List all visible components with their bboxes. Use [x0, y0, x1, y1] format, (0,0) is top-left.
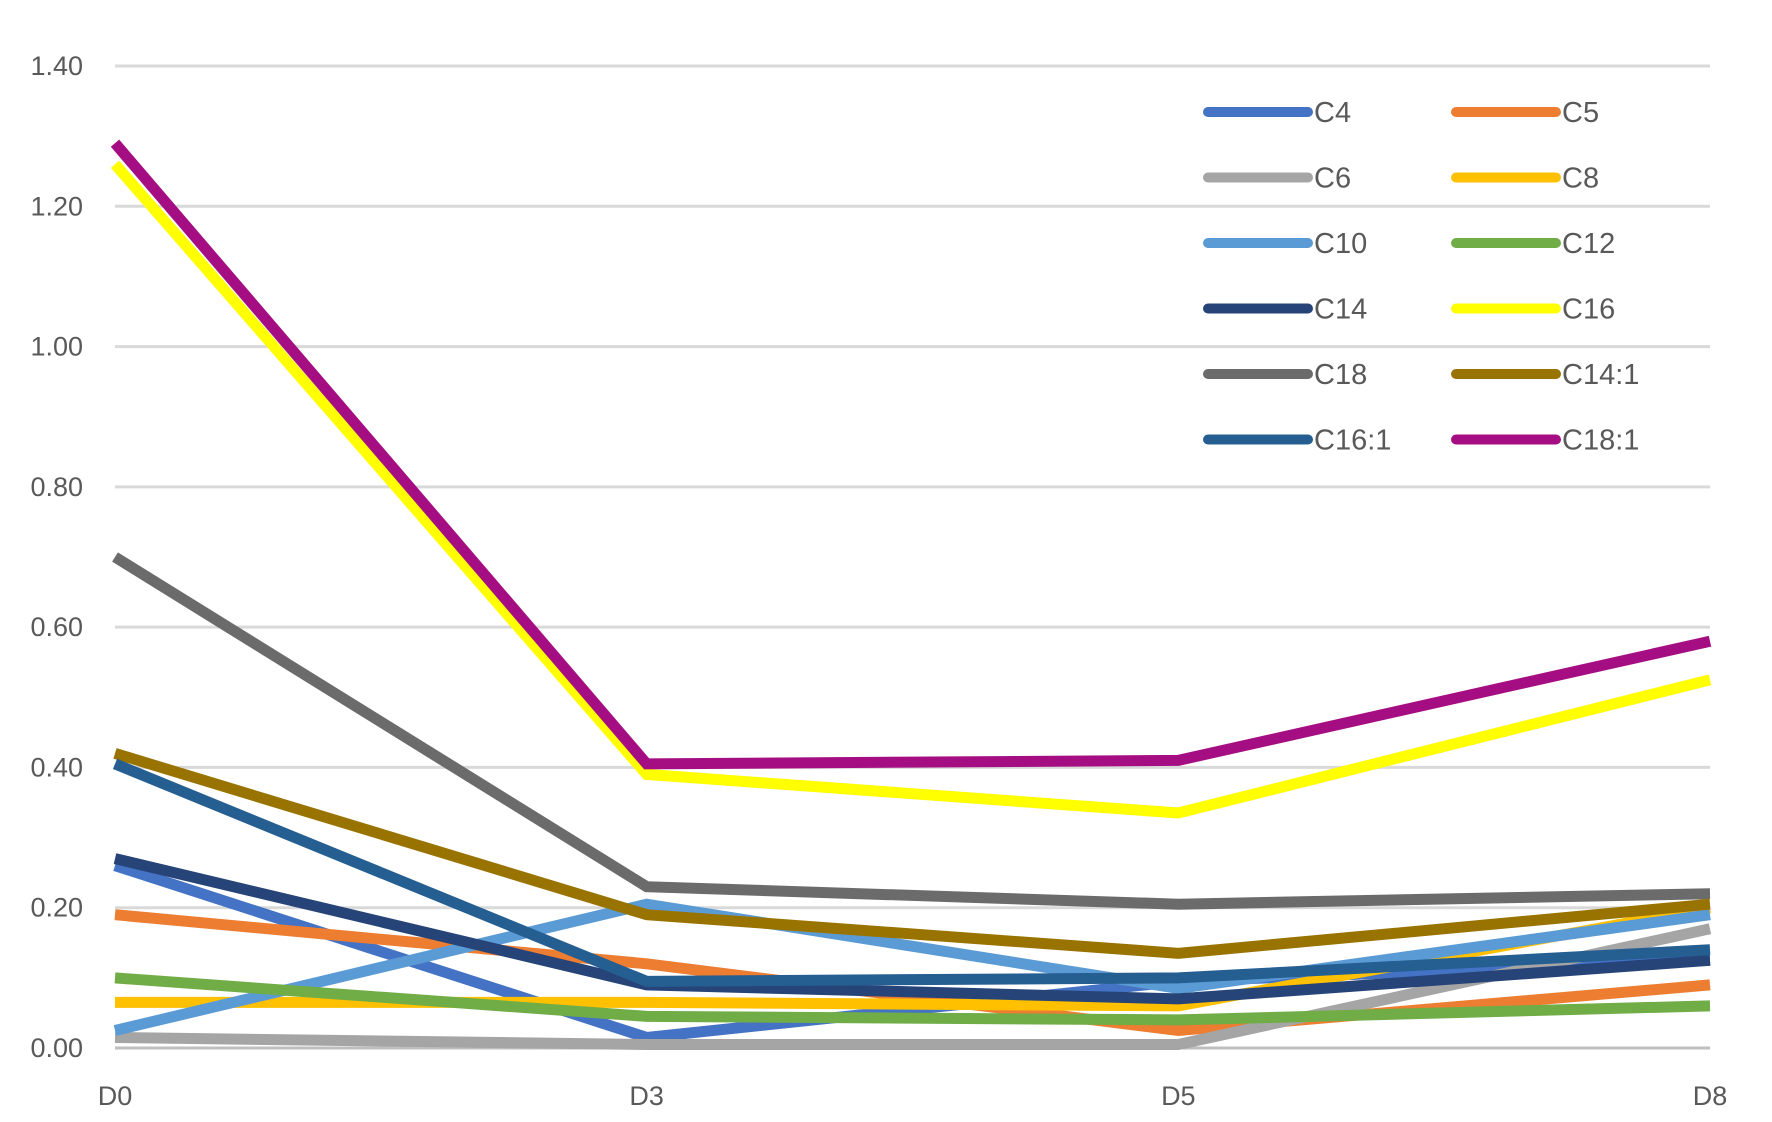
- legend-label-c4: C4: [1314, 97, 1351, 129]
- y-tick-label: 0.20: [30, 893, 83, 923]
- legend-label-c12: C12: [1562, 228, 1615, 260]
- series-lines: [110, 139, 1712, 1050]
- legend-label-c16-1: C16:1: [1314, 425, 1391, 457]
- x-tick-label: D0: [98, 1081, 133, 1111]
- legend-label-c16: C16: [1562, 294, 1615, 326]
- y-tick-label: 1.40: [30, 51, 83, 81]
- legend-label-c6: C6: [1314, 163, 1351, 195]
- legend-label-c18-1: C18:1: [1562, 425, 1639, 457]
- x-tick-label: D3: [629, 1081, 664, 1111]
- x-axis-tick-labels: D0 D3 D5 D8: [98, 1081, 1728, 1111]
- y-tick-label: 1.20: [30, 191, 83, 221]
- y-tick-label: 0.60: [30, 612, 83, 642]
- series-line-c18-1: [110, 139, 1712, 770]
- series-line-c14-1: [113, 748, 1711, 959]
- legend-label-c18: C18: [1314, 359, 1367, 391]
- legend-label-c8: C8: [1562, 163, 1599, 195]
- series-line-c12: [114, 972, 1711, 1026]
- legend-label-c14: C14: [1314, 294, 1367, 326]
- series-line-c14: [113, 853, 1711, 1005]
- series-line-c10: [113, 898, 1711, 1036]
- x-tick-label: D8: [1693, 1081, 1728, 1111]
- legend-label-c14-1: C14:1: [1562, 359, 1639, 391]
- series-line-c16: [110, 160, 1712, 819]
- y-tick-label: 0.40: [30, 752, 83, 782]
- x-tick-label: D5: [1161, 1081, 1196, 1111]
- y-axis-tick-labels: 0.00 0.20 0.40 0.60 0.80 1.00 1.20 1.40: [30, 51, 83, 1063]
- series-line-c18: [112, 552, 1711, 910]
- y-tick-label: 1.00: [30, 332, 83, 362]
- series-line-c16-1: [112, 758, 1711, 987]
- legend-label-c10: C10: [1314, 228, 1367, 260]
- series-line-c6: [114, 923, 1712, 1050]
- legend-label-c5: C5: [1562, 97, 1599, 129]
- y-tick-label: 0.80: [30, 472, 83, 502]
- legend: C4 C5 C6 C8 C10 C12 C14 C16 C18 C14:1 C16:1 C18:1: [1203, 97, 1639, 457]
- y-tick-label: 0.00: [30, 1033, 83, 1063]
